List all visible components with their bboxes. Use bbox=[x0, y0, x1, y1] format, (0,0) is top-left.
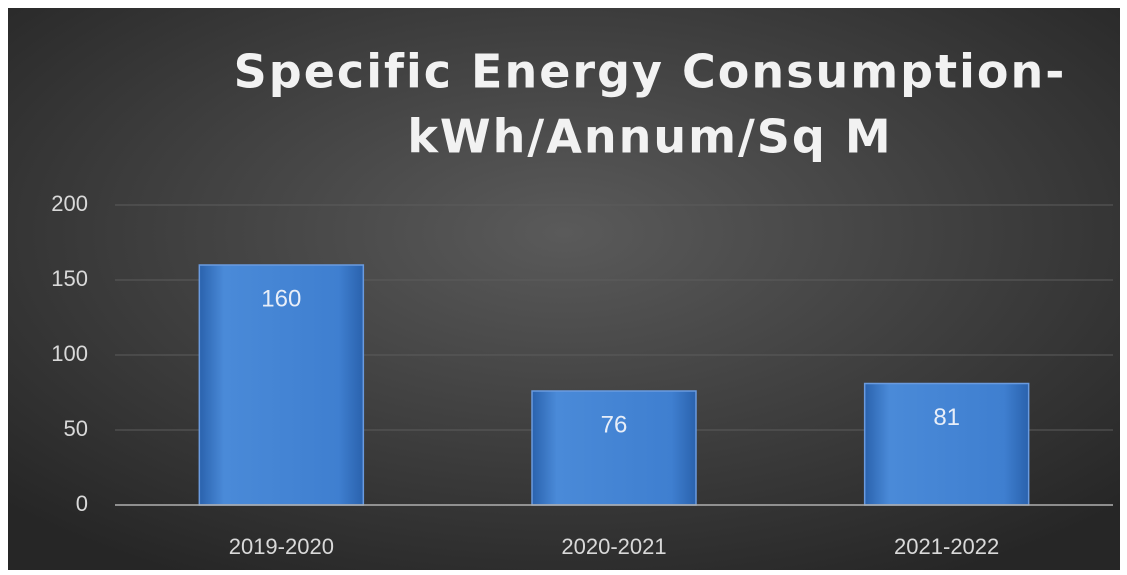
x-tick-label: 2019-2020 bbox=[229, 534, 334, 559]
value-label: 76 bbox=[601, 411, 628, 438]
y-tick-label: 100 bbox=[51, 341, 88, 366]
y-tick-label: 200 bbox=[51, 191, 88, 216]
chart-title: kWh/Annum/Sq M bbox=[407, 110, 892, 164]
x-tick-label: 2020-2021 bbox=[561, 534, 666, 559]
bar bbox=[531, 390, 697, 506]
y-tick-label: 50 bbox=[64, 416, 88, 441]
y-tick-label: 150 bbox=[51, 266, 88, 291]
bar bbox=[863, 382, 1030, 506]
y-tick-label: 0 bbox=[76, 491, 88, 516]
value-label: 81 bbox=[933, 404, 960, 431]
x-tick-label: 2021-2022 bbox=[894, 534, 999, 559]
value-label: 160 bbox=[261, 285, 301, 312]
chart-title: Specific Energy Consumption- bbox=[234, 45, 1067, 99]
